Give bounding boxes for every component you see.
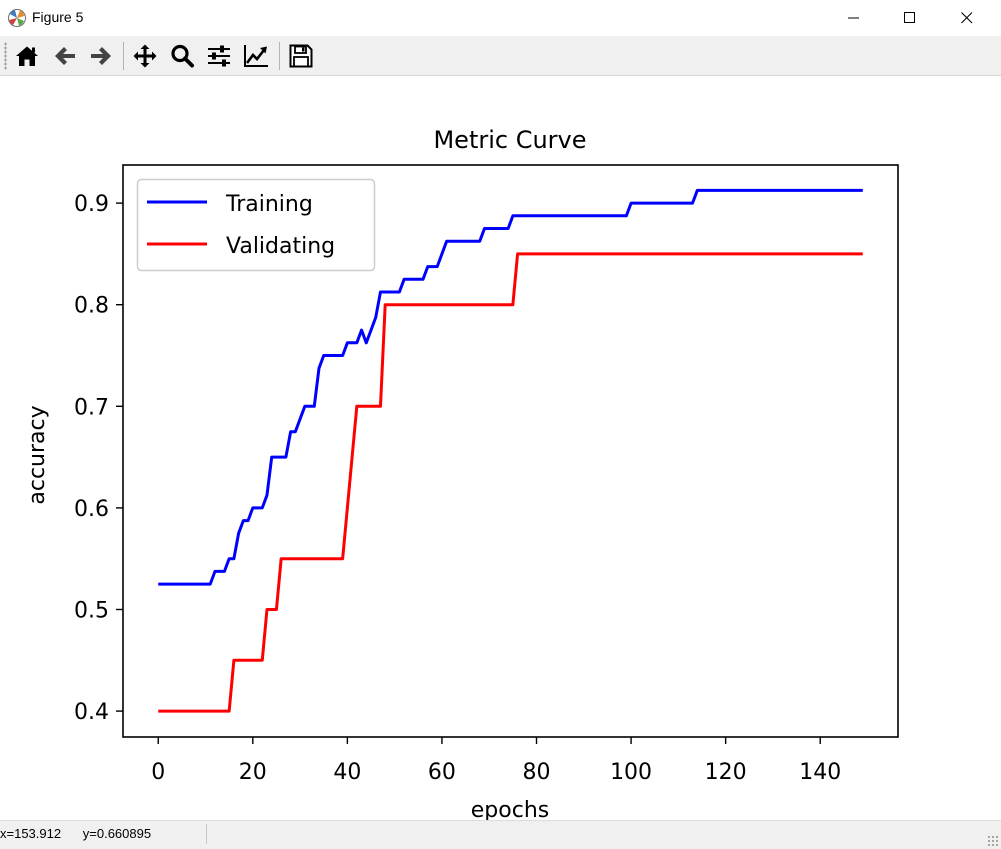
back-button[interactable] bbox=[50, 41, 80, 71]
y-coordinate: y=0.660895 bbox=[82, 826, 152, 841]
toolbar-separator bbox=[279, 42, 280, 70]
matplotlib-icon bbox=[7, 8, 27, 28]
x-tick-label: 100 bbox=[610, 760, 652, 785]
maximize-button[interactable] bbox=[881, 0, 939, 36]
save-button[interactable] bbox=[286, 41, 316, 71]
series-line-training bbox=[158, 188, 863, 586]
maximize-icon bbox=[904, 12, 915, 23]
x-tick-label: 80 bbox=[523, 760, 551, 785]
close-button[interactable] bbox=[938, 0, 996, 36]
home-button[interactable] bbox=[12, 41, 42, 71]
move-icon bbox=[133, 44, 157, 68]
series-layer bbox=[158, 188, 863, 713]
x-axis: 0 20 40 60 80 100 120 140 bbox=[151, 737, 841, 785]
plot-frame bbox=[122, 164, 899, 738]
y-tick-label: 0.8 bbox=[74, 294, 109, 319]
toolbar-separator bbox=[123, 42, 124, 70]
window-title: Figure 5 bbox=[32, 9, 84, 25]
y-tick-label: 0.5 bbox=[74, 598, 109, 623]
figure-canvas[interactable]: Metric Curve 0 20 40 60 80 100 120 140 0.4 0.5 0.… bbox=[0, 76, 1001, 823]
home-icon bbox=[16, 46, 38, 66]
arrow-left-icon bbox=[55, 47, 75, 65]
edit-axis-button[interactable] bbox=[241, 41, 271, 71]
x-tick-label: 40 bbox=[333, 760, 361, 785]
line-chart-icon bbox=[244, 45, 268, 67]
navigation-toolbar bbox=[0, 36, 1001, 76]
y-axis-label: accuracy bbox=[25, 405, 50, 504]
minimize-icon bbox=[848, 17, 859, 19]
configure-subplots-button[interactable] bbox=[204, 41, 234, 71]
toolbar-grip[interactable] bbox=[4, 42, 7, 70]
x-tick-label: 140 bbox=[799, 760, 841, 785]
legend[interactable]: Training Validating bbox=[136, 178, 376, 272]
sliders-icon bbox=[208, 45, 230, 67]
status-separator bbox=[206, 824, 207, 844]
y-tick-label: 0.4 bbox=[74, 700, 109, 725]
cursor-coordinates: x=153.912 y=0.660895 bbox=[0, 826, 151, 841]
resize-grip[interactable] bbox=[987, 835, 999, 847]
window-titlebar: Figure 5 bbox=[0, 0, 1001, 36]
zoom-button[interactable] bbox=[167, 41, 197, 71]
minimize-button[interactable] bbox=[825, 0, 883, 36]
y-tick-label: 0.7 bbox=[74, 395, 109, 420]
metric-curve-chart[interactable]: Metric Curve 0 20 40 60 80 100 120 140 0.40.50.… bbox=[0, 76, 1001, 823]
x-tick-label: 60 bbox=[428, 760, 456, 785]
x-axis-label: epochs bbox=[471, 798, 549, 820]
chart-title: Metric Curve bbox=[433, 126, 586, 154]
close-icon bbox=[961, 12, 973, 24]
legend-label-validating: Validating bbox=[226, 234, 335, 259]
search-icon bbox=[171, 44, 194, 68]
series-line-validating bbox=[158, 252, 863, 713]
x-tick-label: 20 bbox=[239, 760, 267, 785]
x-coordinate: x=153.912 bbox=[0, 826, 62, 841]
arrow-right-icon bbox=[91, 47, 111, 65]
forward-button[interactable] bbox=[86, 41, 116, 71]
status-bar: x=153.912 y=0.660895 bbox=[0, 820, 1001, 849]
y-axis: 0.4 0.5 0.6 0.7 0.8 0.9 bbox=[74, 192, 123, 725]
save-icon bbox=[289, 44, 313, 68]
y-tick-label: 0.6 bbox=[74, 497, 109, 522]
pan-button[interactable] bbox=[130, 41, 160, 71]
y-tick-label: 0.9 bbox=[74, 192, 109, 217]
x-tick-label: 120 bbox=[705, 760, 747, 785]
x-tick-label: 0 bbox=[151, 760, 165, 785]
legend-label-training: Training bbox=[225, 192, 313, 217]
